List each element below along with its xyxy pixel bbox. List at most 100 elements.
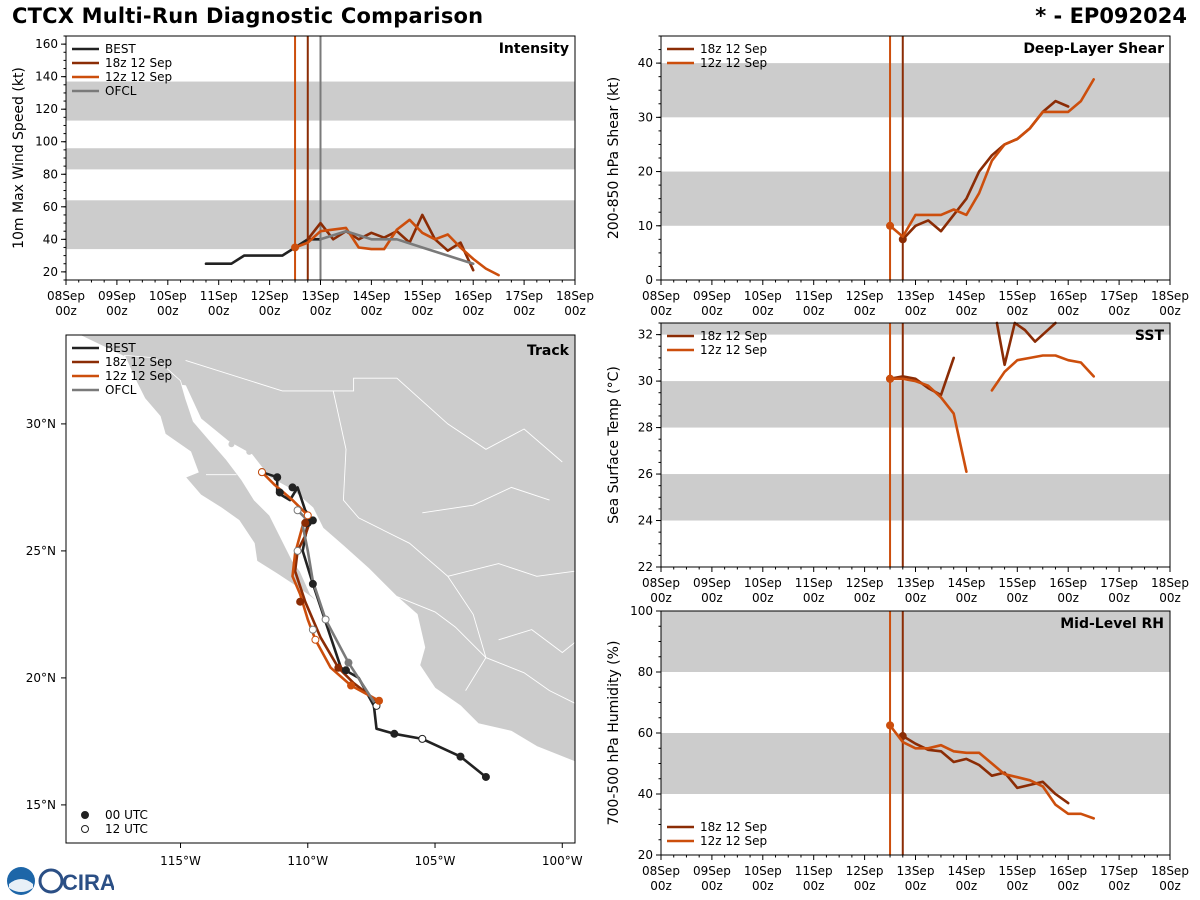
state-border-line [498,629,575,654]
panel-title-sst: SST [1135,328,1165,344]
xtick-sublabel-rh: 00z [803,879,825,893]
ytick-label-track: 30°N [26,417,56,431]
xtick-label-intensity: 15Sep [403,289,441,303]
xtick-sublabel-shear: 00z [1007,304,1029,318]
legend-label-sst-run12: 12z 12 Sep [700,343,767,357]
track-point-ofcl [308,625,317,634]
series-line-shear-run12 [888,78,1095,238]
legend-label-shear-run18: 18z 12 Sep [700,42,767,56]
track-point-best [390,729,399,738]
track-point-run18 [334,663,343,672]
xtick-sublabel-intensity: 00z [208,304,230,318]
ytick-label-sst: 24 [638,514,653,528]
xtick-label-sst: 17Sep [1100,576,1138,590]
track-point-ofcl [344,658,353,667]
xtick-sublabel-shear: 00z [752,304,774,318]
marker-legend-label: 12 UTC [105,822,148,836]
track-point-best [418,734,427,743]
xtick-sublabel-rh: 00z [701,879,723,893]
legend-label-track-best: BEST [105,341,136,355]
xtick-sublabel-intensity: 00z [462,304,484,318]
xtick-label-shear: 09Sep [693,289,731,303]
track-point-best [481,772,490,781]
xtick-label-sst: 09Sep [693,576,731,590]
state-border-line [447,563,575,577]
band-sst-0 [661,474,1170,521]
legend-label-shear-run12: 12z 12 Sep [700,56,767,70]
legend-label-rh-run12: 12z 12 Sep [700,834,767,848]
xtick-label-rh: 15Sep [998,864,1036,878]
xtick-sublabel-shear: 00z [650,304,672,318]
xtick-sublabel-sst: 00z [752,591,774,605]
xtick-label-shear: 13Sep [897,289,935,303]
xtick-sublabel-shear: 00z [1159,304,1181,318]
ytick-label-rh: 100 [630,604,653,618]
series-line-sst-run12-1 [990,354,1095,392]
ytick-label-intensity: 80 [43,167,58,181]
ytick-label-track: 20°N [26,671,56,685]
xtick-label-rh: 17Sep [1100,864,1138,878]
track-point-ofcl [321,615,330,624]
baja-peninsula-shape [123,354,321,605]
xtick-label-sst: 16Sep [1049,576,1087,590]
ytick-label-rh: 80 [638,665,653,679]
ytick-label-intensity: 120 [35,102,58,116]
xtick-label-rh: 16Sep [1049,864,1087,878]
ytick-label-sst: 22 [638,560,653,574]
xtick-label-sst: 10Sep [744,576,782,590]
start-point-sst-run12 [886,374,895,383]
xtick-sublabel-intensity: 00z [412,304,434,318]
track-point-best [308,516,317,525]
start-point-shear-run18 [898,235,907,244]
xtick-label-intensity: 10Sep [149,289,187,303]
track-point-run12 [375,696,384,705]
xtick-label-track: 105°W [415,854,456,868]
track-point-run12 [303,511,312,520]
ytick-label-sst: 30 [638,374,653,388]
xtick-sublabel-rh: 00z [956,879,978,893]
xtick-sublabel-sst: 00z [956,591,978,605]
xtick-sublabel-rh: 00z [1108,879,1130,893]
track-point-run18 [296,597,305,606]
xtick-sublabel-sst: 00z [803,591,825,605]
legend-label-intensity-run18: 18z 12 Sep [105,56,172,70]
ytick-label-rh: 40 [638,787,653,801]
band-sst-1 [661,381,1170,428]
xtick-sublabel-intensity: 00z [259,304,281,318]
series-line-sst-run12-0 [888,377,968,474]
ytick-label-shear: 20 [638,165,653,179]
island-shape [228,441,235,448]
xtick-label-sst: 15Sep [998,576,1036,590]
us-border-line [185,359,563,463]
xtick-sublabel-sst: 00z [650,591,672,605]
island-shape [279,550,286,557]
ylabel-intensity: 10m Max Wind Speed (kt) [11,67,27,249]
xtick-label-shear: 18Sep [1151,289,1189,303]
track-point-run12 [257,468,266,477]
mainland-shape [78,335,575,763]
ytick-label-sst: 32 [638,328,653,342]
track-point-best [456,752,465,761]
xtick-sublabel-intensity: 00z [55,304,77,318]
xtick-sublabel-sst: 00z [1108,591,1130,605]
xtick-label-sst: 11Sep [795,576,833,590]
ytick-label-track: 25°N [26,544,56,558]
xtick-label-shear: 16Sep [1049,289,1087,303]
xtick-sublabel-rh: 00z [1159,879,1181,893]
series-line-intensity-run18 [306,213,475,272]
xtick-sublabel-shear: 00z [854,304,876,318]
xtick-sublabel-sst: 00z [1007,591,1029,605]
xtick-label-track: 110°W [287,854,328,868]
xtick-label-track: 100°W [542,854,583,868]
xtick-sublabel-intensity: 00z [157,304,179,318]
xtick-label-track: 115°W [160,854,201,868]
xtick-label-sst: 13Sep [897,576,935,590]
series-line-rh-run12 [888,724,1095,820]
xtick-sublabel-rh: 00z [1057,879,1079,893]
xtick-sublabel-shear: 00z [905,304,927,318]
xtick-sublabel-shear: 00z [803,304,825,318]
ytick-label-intensity: 160 [35,37,58,51]
xtick-label-intensity: 17Sep [505,289,543,303]
ytick-label-intensity: 40 [43,232,58,246]
panel-title-intensity: Intensity [499,41,569,57]
